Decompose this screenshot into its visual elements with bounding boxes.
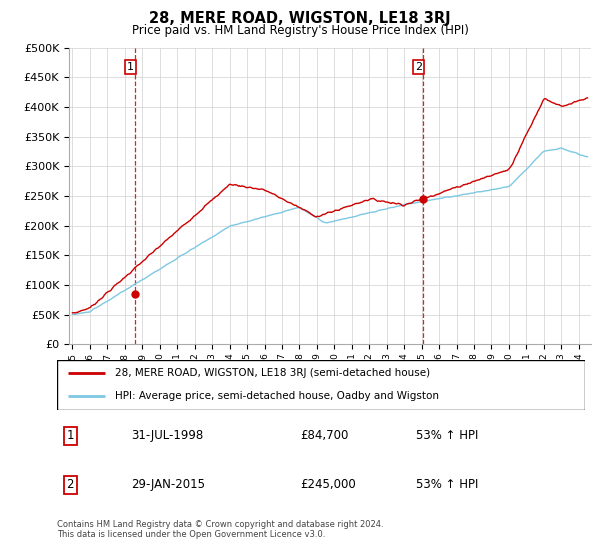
Text: 29-JAN-2015: 29-JAN-2015 (131, 478, 205, 492)
Text: £84,700: £84,700 (300, 430, 348, 442)
Text: Contains HM Land Registry data © Crown copyright and database right 2024.
This d: Contains HM Land Registry data © Crown c… (57, 520, 383, 539)
Text: 2: 2 (415, 62, 422, 72)
Text: 28, MERE ROAD, WIGSTON, LE18 3RJ: 28, MERE ROAD, WIGSTON, LE18 3RJ (149, 11, 451, 26)
Text: HPI: Average price, semi-detached house, Oadby and Wigston: HPI: Average price, semi-detached house,… (115, 391, 439, 402)
Text: 1: 1 (67, 430, 74, 442)
Text: 28, MERE ROAD, WIGSTON, LE18 3RJ (semi-detached house): 28, MERE ROAD, WIGSTON, LE18 3RJ (semi-d… (115, 368, 430, 378)
Text: £245,000: £245,000 (300, 478, 356, 492)
Text: Price paid vs. HM Land Registry's House Price Index (HPI): Price paid vs. HM Land Registry's House … (131, 24, 469, 36)
Text: 53% ↑ HPI: 53% ↑ HPI (416, 430, 478, 442)
Text: 53% ↑ HPI: 53% ↑ HPI (416, 478, 478, 492)
Text: 31-JUL-1998: 31-JUL-1998 (131, 430, 203, 442)
Text: 2: 2 (67, 478, 74, 492)
Text: 1: 1 (127, 62, 134, 72)
